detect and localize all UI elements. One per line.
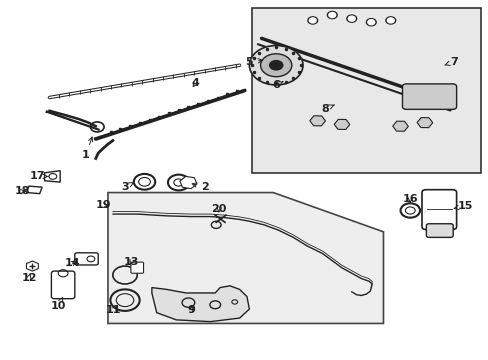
- Circle shape: [309, 18, 316, 23]
- Text: 6: 6: [272, 80, 283, 90]
- Text: 20: 20: [211, 204, 226, 214]
- Polygon shape: [108, 193, 383, 323]
- Circle shape: [367, 20, 374, 25]
- Text: 8: 8: [321, 104, 334, 114]
- Polygon shape: [44, 171, 60, 182]
- Circle shape: [386, 18, 393, 23]
- FancyBboxPatch shape: [51, 271, 75, 299]
- Text: 9: 9: [186, 305, 194, 315]
- Text: 15: 15: [453, 201, 471, 211]
- Bar: [251, 8, 480, 173]
- Text: 18: 18: [15, 186, 30, 197]
- Circle shape: [366, 19, 375, 26]
- Text: 16: 16: [402, 194, 417, 204]
- Text: 10: 10: [50, 297, 66, 311]
- Text: 7: 7: [444, 57, 457, 67]
- Text: 13: 13: [123, 257, 139, 267]
- Circle shape: [249, 45, 303, 85]
- Text: 19: 19: [95, 200, 111, 210]
- Text: 5: 5: [245, 57, 262, 67]
- Text: 1: 1: [82, 137, 93, 160]
- Text: 3: 3: [121, 182, 134, 192]
- Polygon shape: [152, 286, 249, 321]
- Text: 14: 14: [65, 258, 81, 268]
- Circle shape: [347, 16, 354, 21]
- Circle shape: [268, 60, 283, 71]
- Text: 17: 17: [29, 171, 48, 181]
- FancyBboxPatch shape: [75, 253, 98, 265]
- Circle shape: [307, 17, 317, 24]
- FancyBboxPatch shape: [131, 262, 143, 273]
- Text: 4: 4: [191, 78, 199, 88]
- Circle shape: [385, 17, 395, 24]
- Circle shape: [328, 13, 335, 18]
- Polygon shape: [26, 186, 42, 194]
- Text: 12: 12: [21, 273, 37, 283]
- FancyBboxPatch shape: [426, 224, 452, 237]
- Text: 2: 2: [192, 182, 209, 192]
- Circle shape: [346, 15, 356, 22]
- FancyBboxPatch shape: [402, 84, 456, 109]
- Text: 11: 11: [106, 305, 122, 315]
- Circle shape: [260, 54, 291, 77]
- Circle shape: [327, 12, 336, 19]
- FancyBboxPatch shape: [421, 190, 456, 229]
